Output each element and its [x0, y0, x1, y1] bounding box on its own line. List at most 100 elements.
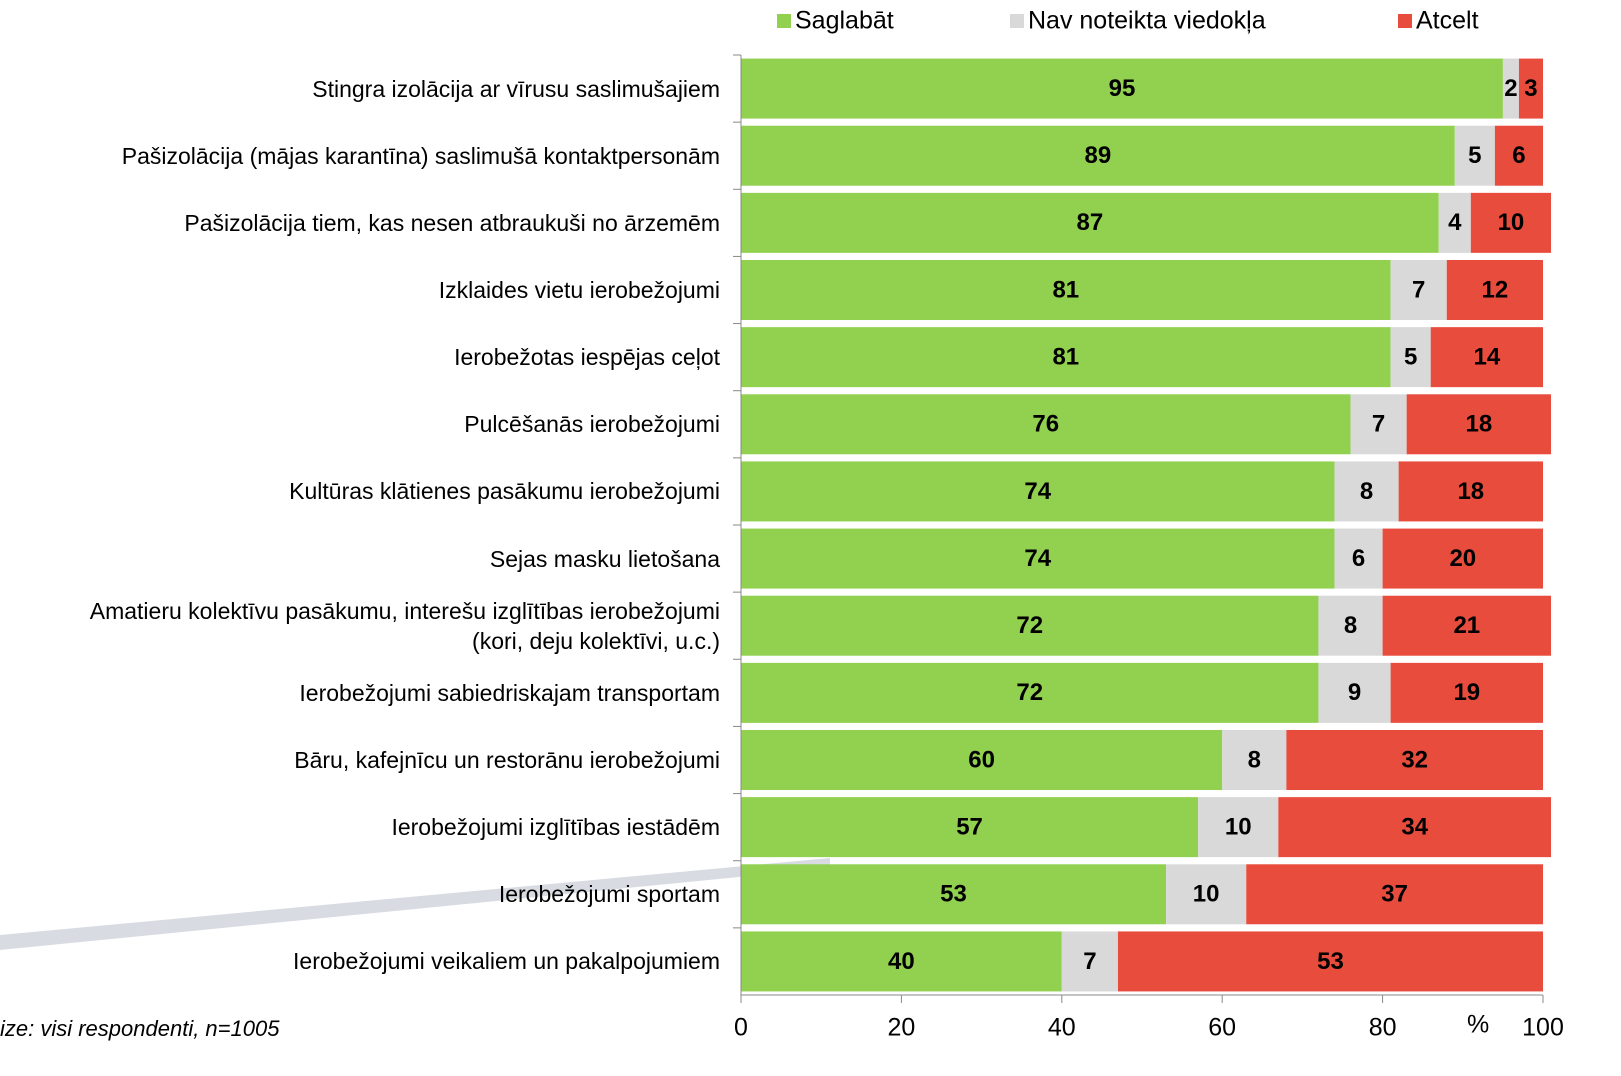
bar-segment — [1398, 461, 1543, 522]
value-label: 7 — [1083, 948, 1096, 975]
value-label: 20 — [1449, 545, 1476, 572]
bar-segment — [1198, 797, 1279, 858]
legend-swatch — [1398, 14, 1412, 28]
bar-segment — [1222, 730, 1287, 790]
bar-segment — [741, 662, 1319, 723]
bar-segment — [741, 327, 1391, 388]
category-label: Ierobežojumi izglītības iestādēm — [391, 814, 720, 841]
bar-segment — [1278, 797, 1552, 858]
value-label: 18 — [1465, 411, 1492, 438]
bar-segment — [1350, 394, 1407, 455]
value-label: 81 — [1052, 343, 1079, 370]
category-label: Amatieru kolektīvu pasākumu, interešu iz… — [89, 597, 720, 654]
x-tick-label: 40 — [1048, 1014, 1076, 1042]
bar-segment — [1430, 327, 1543, 388]
x-tick-label: 0 — [734, 1014, 748, 1042]
value-label: 81 — [1052, 276, 1079, 303]
legend-swatch — [1010, 14, 1024, 28]
value-label: 10 — [1193, 881, 1220, 908]
bar-segment — [741, 125, 1455, 186]
x-tick-label: 60 — [1208, 1014, 1236, 1042]
category-label: Kultūras klātienes pasākumu ierobežojumi — [289, 478, 720, 505]
bar-segment — [1406, 394, 1552, 455]
value-label: 53 — [1317, 948, 1344, 975]
legend-label: Atcelt — [1416, 7, 1479, 35]
x-tick-label: 100 — [1522, 1014, 1564, 1042]
value-label: 19 — [1453, 679, 1480, 706]
value-label: 10 — [1498, 209, 1525, 236]
value-label: 6 — [1512, 142, 1525, 169]
bar-segment — [1334, 528, 1383, 589]
bar-segment — [741, 595, 1319, 656]
bar-segment — [1246, 864, 1543, 925]
bar-segment — [1470, 192, 1552, 253]
bar-segment — [1117, 931, 1543, 992]
value-label: 72 — [1016, 612, 1043, 639]
value-label: 12 — [1482, 276, 1509, 303]
value-label: 8 — [1248, 746, 1261, 773]
value-label: 7 — [1412, 276, 1425, 303]
bar-segment — [741, 394, 1351, 455]
value-label: 76 — [1032, 411, 1059, 438]
value-label: 5 — [1404, 343, 1417, 370]
value-label: 5 — [1468, 142, 1481, 169]
value-label: 10 — [1225, 813, 1252, 840]
value-label: 60 — [968, 746, 995, 773]
bar-segment — [1518, 58, 1543, 119]
bar-segment — [1454, 125, 1495, 186]
bar-segment — [741, 931, 1062, 992]
bar-segment — [1502, 58, 1519, 119]
category-label: Ierobežotas iespējas ceļot — [454, 344, 720, 371]
legend-label: Saglabāt — [795, 7, 894, 35]
bar-segment — [1390, 260, 1447, 320]
x-tick-label: 80 — [1369, 1014, 1397, 1042]
value-label: 21 — [1453, 612, 1480, 639]
bar-segment — [1390, 327, 1431, 388]
value-label: 74 — [1024, 545, 1051, 572]
bar-segment — [1286, 730, 1543, 790]
value-label: 89 — [1085, 142, 1112, 169]
value-label: 37 — [1381, 881, 1408, 908]
value-label: 14 — [1474, 343, 1501, 370]
value-label: 53 — [940, 881, 967, 908]
bar-segment — [1390, 662, 1543, 723]
bar-segment — [1166, 864, 1247, 925]
bar-segment — [741, 797, 1199, 858]
value-label: 18 — [1457, 478, 1484, 505]
value-label: 95 — [1109, 75, 1136, 102]
category-label: Stingra izolācija ar vīrusu saslimušajie… — [312, 75, 720, 102]
bar-segment — [1318, 595, 1383, 656]
bar-segment — [741, 192, 1439, 253]
bar-segment — [741, 58, 1503, 119]
value-label: 74 — [1024, 478, 1051, 505]
bar-segment — [1494, 125, 1543, 186]
value-label: 4 — [1448, 209, 1462, 236]
value-label: 57 — [956, 813, 983, 840]
footnote: ize: visi respondenti, n=1005 — [0, 1016, 280, 1041]
value-label: 3 — [1524, 75, 1537, 102]
category-label: Sejas masku lietošana — [489, 545, 720, 572]
bar-segment — [741, 730, 1223, 790]
category-label: Pašizolācija (mājas karantīna) saslimušā… — [121, 142, 720, 169]
category-label: Ierobežojumi veikaliem un pakalpojumiem — [293, 948, 720, 975]
bar-segment — [741, 528, 1335, 589]
decor-swoosh — [0, 858, 830, 950]
bar-segment — [1334, 461, 1399, 522]
bar-segment — [1382, 528, 1543, 589]
category-label: Pašizolācija tiem, kas nesen atbraukuši … — [184, 209, 720, 236]
bar-segment — [1318, 662, 1391, 723]
value-label: 40 — [888, 948, 915, 975]
bar-segment — [741, 461, 1335, 522]
x-axis-label: % — [1467, 1011, 1489, 1039]
value-label: 87 — [1077, 209, 1104, 236]
value-label: 6 — [1352, 545, 1365, 572]
category-label: Pulcēšanās ierobežojumi — [464, 411, 720, 438]
bar-segment — [741, 260, 1391, 320]
bar-segment — [1382, 595, 1552, 656]
category-label: Izklaides vietu ierobežojumi — [438, 277, 720, 303]
value-label: 2 — [1504, 75, 1517, 102]
x-tick-label: 20 — [887, 1014, 915, 1042]
value-label: 72 — [1016, 679, 1043, 706]
